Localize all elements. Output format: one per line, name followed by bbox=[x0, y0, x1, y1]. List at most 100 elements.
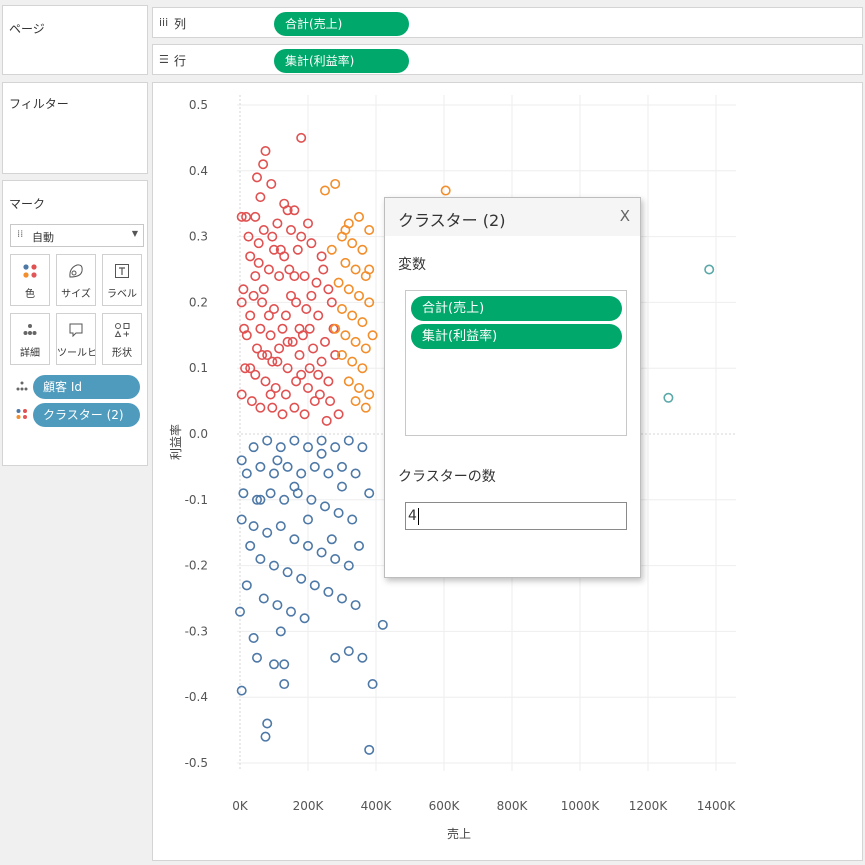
data-point[interactable] bbox=[236, 514, 247, 525]
data-point[interactable] bbox=[252, 652, 263, 663]
data-point[interactable] bbox=[236, 455, 247, 466]
data-point[interactable] bbox=[306, 238, 317, 249]
data-point[interactable] bbox=[252, 343, 263, 354]
data-point[interactable] bbox=[243, 231, 254, 242]
data-point[interactable] bbox=[255, 192, 266, 203]
data-point[interactable] bbox=[350, 336, 361, 347]
close-icon[interactable]: X bbox=[619, 207, 630, 225]
data-point[interactable] bbox=[262, 350, 273, 361]
data-point[interactable] bbox=[260, 731, 271, 742]
data-point[interactable] bbox=[255, 494, 266, 505]
data-point[interactable] bbox=[236, 685, 247, 696]
data-point[interactable] bbox=[343, 560, 354, 571]
data-point[interactable] bbox=[266, 178, 277, 189]
data-point[interactable] bbox=[265, 488, 276, 499]
data-point[interactable] bbox=[330, 323, 341, 334]
data-point[interactable] bbox=[239, 323, 250, 334]
data-point[interactable] bbox=[337, 481, 348, 492]
data-point[interactable] bbox=[316, 448, 327, 459]
data-point[interactable] bbox=[289, 481, 300, 492]
data-point[interactable] bbox=[279, 251, 290, 262]
data-point[interactable] bbox=[440, 185, 451, 196]
data-point[interactable] bbox=[320, 336, 331, 347]
data-point[interactable] bbox=[274, 271, 285, 282]
data-point[interactable] bbox=[279, 679, 290, 690]
data-point[interactable] bbox=[350, 264, 361, 275]
data-point[interactable] bbox=[252, 494, 263, 505]
data-point[interactable] bbox=[357, 363, 368, 374]
data-point[interactable] bbox=[262, 718, 273, 729]
data-point[interactable] bbox=[272, 218, 283, 229]
data-point[interactable] bbox=[343, 435, 354, 446]
filters-panel[interactable]: フィルター bbox=[2, 82, 148, 174]
data-point[interactable] bbox=[238, 284, 249, 295]
data-point[interactable] bbox=[354, 290, 365, 301]
data-point[interactable] bbox=[241, 580, 252, 591]
data-point[interactable] bbox=[263, 264, 274, 275]
data-point[interactable] bbox=[337, 303, 348, 314]
data-point[interactable] bbox=[275, 521, 286, 532]
data-point[interactable] bbox=[282, 363, 293, 374]
data-point[interactable] bbox=[301, 303, 312, 314]
cluster-count-input[interactable]: 4 bbox=[405, 502, 627, 530]
data-point[interactable] bbox=[311, 277, 322, 288]
data-point[interactable] bbox=[286, 290, 297, 301]
data-point[interactable] bbox=[265, 389, 276, 400]
data-point[interactable] bbox=[257, 350, 268, 361]
data-point[interactable] bbox=[292, 244, 303, 255]
data-point[interactable] bbox=[309, 396, 320, 407]
variable-pill-sales[interactable]: 合計(売上) bbox=[411, 296, 622, 321]
data-point[interactable] bbox=[263, 310, 274, 321]
data-point[interactable] bbox=[306, 290, 317, 301]
data-point[interactable] bbox=[245, 251, 256, 262]
data-point[interactable] bbox=[289, 271, 300, 282]
color-button[interactable]: 色 bbox=[10, 254, 50, 306]
data-point[interactable] bbox=[282, 336, 293, 347]
data-point[interactable] bbox=[330, 442, 341, 453]
data-point[interactable] bbox=[258, 284, 269, 295]
data-point[interactable] bbox=[252, 172, 263, 183]
data-point[interactable] bbox=[340, 330, 351, 341]
cluster-dialog[interactable]: クラスター (2) X 変数 合計(売上) 集計(利益率) クラスターの数 4 bbox=[384, 197, 641, 578]
data-point[interactable] bbox=[296, 231, 307, 242]
data-point[interactable] bbox=[284, 264, 295, 275]
data-point[interactable] bbox=[267, 356, 278, 367]
data-point[interactable] bbox=[291, 376, 302, 387]
data-point[interactable] bbox=[364, 744, 375, 755]
scatter-chart[interactable]: 0.5 0.4 0.3 0.2 0.1 0.0 -0.1 -0.2 -0.3 -0.4 -0.5 0… bbox=[153, 83, 862, 860]
data-point[interactable] bbox=[304, 363, 315, 374]
data-point[interactable] bbox=[343, 284, 354, 295]
data-point[interactable] bbox=[333, 409, 344, 420]
size-button[interactable]: サイズ bbox=[56, 254, 96, 306]
data-point[interactable] bbox=[253, 257, 264, 268]
data-point[interactable] bbox=[343, 376, 354, 387]
data-point[interactable] bbox=[318, 264, 329, 275]
data-point[interactable] bbox=[320, 501, 331, 512]
data-point[interactable] bbox=[309, 461, 320, 472]
variable-pill-profit-ratio[interactable]: 集計(利益率) bbox=[411, 324, 622, 349]
label-button[interactable]: ラベル bbox=[102, 254, 142, 306]
data-point[interactable] bbox=[316, 356, 327, 367]
data-point[interactable] bbox=[267, 402, 278, 413]
data-point[interactable] bbox=[258, 593, 269, 604]
data-point[interactable] bbox=[270, 382, 281, 393]
data-point[interactable] bbox=[241, 468, 252, 479]
data-point[interactable] bbox=[364, 389, 375, 400]
data-point[interactable] bbox=[255, 323, 266, 334]
data-point[interactable] bbox=[360, 402, 371, 413]
data-point[interactable] bbox=[364, 264, 375, 275]
data-point[interactable] bbox=[333, 507, 344, 518]
data-point[interactable] bbox=[282, 567, 293, 578]
data-point[interactable] bbox=[250, 369, 261, 380]
data-point[interactable] bbox=[364, 488, 375, 499]
data-point[interactable] bbox=[260, 376, 271, 387]
data-point[interactable] bbox=[357, 244, 368, 255]
data-point[interactable] bbox=[279, 659, 290, 670]
data-point[interactable] bbox=[277, 323, 288, 334]
data-point[interactable] bbox=[333, 277, 344, 288]
data-point[interactable] bbox=[364, 297, 375, 308]
detail-button[interactable]: 詳細 bbox=[10, 313, 50, 365]
data-point[interactable] bbox=[354, 211, 365, 222]
data-point[interactable] bbox=[274, 343, 285, 354]
data-point[interactable] bbox=[326, 244, 337, 255]
